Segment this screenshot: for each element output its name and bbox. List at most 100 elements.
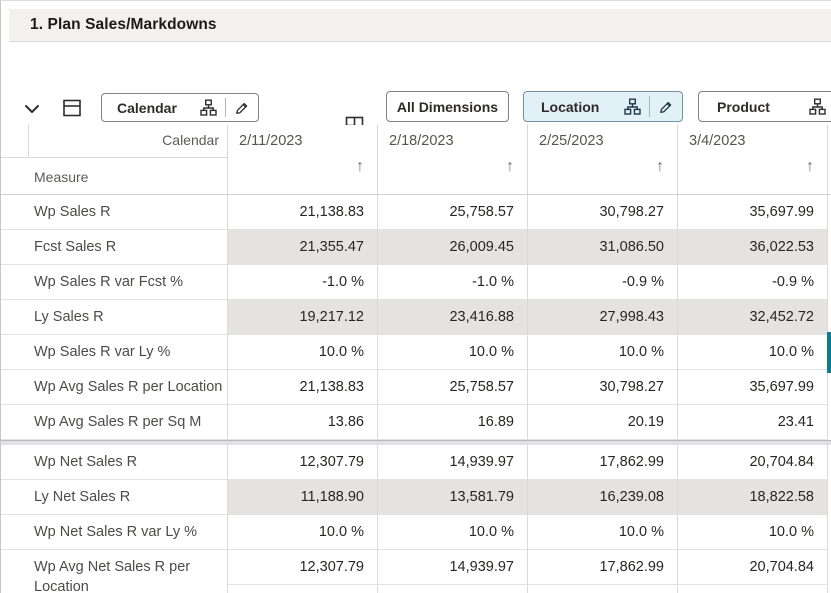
grid-cell[interactable]: [528, 585, 678, 593]
all-dimensions-label: All Dimensions: [396, 98, 499, 115]
pivot-toolbar: Calendar Measure (1. Retail) ▾: [1, 43, 831, 161]
grid-cell[interactable]: 23.41: [678, 405, 828, 440]
grid-cell[interactable]: [378, 585, 528, 593]
grid-cell[interactable]: 10.0 %: [228, 335, 378, 370]
grid-cell[interactable]: 16.89: [378, 405, 528, 440]
calendar-axis-label: Calendar: [117, 99, 177, 116]
row-axis-icon[interactable]: [61, 97, 83, 119]
grid-cell[interactable]: 12,307.79: [228, 550, 378, 585]
table-row: Wp Sales R 21,138.83 25,758.57 30,798.27…: [1, 195, 831, 230]
grid-cell[interactable]: 14,939.97: [378, 445, 528, 480]
grid-cell[interactable]: 25,758.57: [378, 195, 528, 230]
grid-cell[interactable]: 25,758.57: [378, 370, 528, 405]
grid-cell[interactable]: 13,581.79: [378, 480, 528, 515]
grid-cell[interactable]: 10.0 %: [378, 515, 528, 550]
table-row: Ly Net Sales R 11,188.90 13,581.79 16,23…: [1, 480, 831, 515]
grid-cell[interactable]: -1.0 %: [228, 265, 378, 300]
grid-cell[interactable]: 35,697.99: [678, 370, 828, 405]
row-header[interactable]: Fcst Sales R: [1, 230, 228, 265]
grid-cell[interactable]: 13.86: [228, 405, 378, 440]
location-dimension-button[interactable]: Location: [523, 91, 683, 122]
grid-cell[interactable]: 10.0 %: [528, 335, 678, 370]
row-header[interactable]: Wp Avg Sales R per Sq M: [1, 405, 228, 440]
grid-cell[interactable]: 19,217.12: [228, 300, 378, 335]
table-row: Wp Avg Sales R per Location 21,138.83 25…: [1, 370, 831, 405]
column-header-label: 2/18/2023: [389, 133, 454, 149]
row-header[interactable]: Ly Sales R: [1, 300, 228, 335]
row-header[interactable]: Wp Sales R var Fcst %: [1, 265, 228, 300]
grid-cell[interactable]: 12,307.79: [228, 445, 378, 480]
grid-cell[interactable]: 16,239.08: [528, 480, 678, 515]
grid-cell[interactable]: 10.0 %: [378, 335, 528, 370]
worksheet-titlebar: 1. Plan Sales/Markdowns: [9, 9, 831, 42]
row-axis-title: Measure: [34, 169, 89, 185]
grid-cell[interactable]: 36,022.53: [678, 230, 828, 265]
grid-cell[interactable]: [678, 585, 828, 593]
column-header-week2[interactable]: 2/18/2023 ↑: [378, 125, 528, 194]
column-header-week4[interactable]: 3/4/2023 ↑: [678, 125, 828, 194]
grid-cell[interactable]: 32,452.72: [678, 300, 828, 335]
grid-cell[interactable]: 30,798.27: [528, 195, 678, 230]
collapse-chevron-down-icon[interactable]: [21, 99, 43, 119]
grid-cell[interactable]: 21,138.83: [228, 195, 378, 230]
row-header[interactable]: Wp Sales R: [1, 195, 228, 230]
row-selector-gutter[interactable]: [1, 125, 29, 157]
grid-cell[interactable]: -0.9 %: [678, 265, 828, 300]
grid-cell[interactable]: 26,009.45: [378, 230, 528, 265]
calendar-axis-button[interactable]: Calendar: [101, 93, 259, 122]
row-header[interactable]: Wp Avg Sales R per Location: [1, 370, 228, 405]
grid-cell[interactable]: 20.19: [528, 405, 678, 440]
grid-cell[interactable]: 20,704.84: [678, 445, 828, 480]
table-row: Wp Sales R var Fcst % -1.0 % -1.0 % -0.9…: [1, 265, 831, 300]
table-row: Wp Net Sales R var Ly % 10.0 % 10.0 % 10…: [1, 515, 831, 550]
table-row: Fcst Sales R 21,355.47 26,009.45 31,086.…: [1, 230, 831, 265]
column-header-label: 2/11/2023: [239, 133, 303, 149]
column-header-label: 2/25/2023: [539, 133, 604, 149]
column-header-week1[interactable]: 2/11/2023 ↑: [228, 125, 378, 194]
row-header[interactable]: Wp Net Sales R var Ly %: [1, 515, 228, 550]
table-row: Wp Avg Sales R per Sq M 13.86 16.89 20.1…: [1, 405, 831, 440]
grid-cell[interactable]: 18,822.58: [678, 480, 828, 515]
grid-cell[interactable]: 10.0 %: [678, 515, 828, 550]
row-header[interactable]: Wp Avg Net Sales R per Location: [1, 550, 228, 593]
row-header[interactable]: Ly Net Sales R: [1, 480, 228, 515]
grid-cell[interactable]: 27,998.43: [528, 300, 678, 335]
sort-ascending-icon[interactable]: ↑: [806, 158, 814, 175]
edit-pencil-icon[interactable]: [658, 99, 674, 115]
grid-cell[interactable]: 11,188.90: [228, 480, 378, 515]
sort-ascending-icon[interactable]: ↑: [656, 158, 664, 175]
edit-pencil-icon[interactable]: [234, 100, 250, 116]
grid-cell[interactable]: -1.0 %: [378, 265, 528, 300]
all-dimensions-button[interactable]: All Dimensions: [386, 91, 509, 122]
grid-cell[interactable]: 21,355.47: [228, 230, 378, 265]
grid-cell[interactable]: 10.0 %: [678, 335, 828, 370]
grid-cell[interactable]: 21,138.83: [228, 370, 378, 405]
grid-cell[interactable]: [228, 585, 378, 593]
hierarchy-icon[interactable]: [200, 99, 217, 116]
grid-cell[interactable]: 10.0 %: [528, 515, 678, 550]
grid-cell[interactable]: 14,939.97: [378, 550, 528, 585]
hierarchy-icon[interactable]: [624, 98, 641, 115]
grid-cell[interactable]: 20,704.84: [678, 550, 828, 585]
product-dimension-label: Product: [717, 98, 770, 115]
grid-cell[interactable]: 17,862.99: [528, 550, 678, 585]
page-title: 1. Plan Sales/Markdowns: [30, 16, 217, 33]
row-header[interactable]: Wp Net Sales R: [1, 445, 228, 480]
grid-cell[interactable]: 35,697.99: [678, 195, 828, 230]
pivot-grid: Calendar Measure 2/11/2023 ↑ 2/18/2023 ↑…: [1, 125, 831, 593]
column-header-label: 3/4/2023: [689, 133, 746, 149]
grid-cell[interactable]: 10.0 %: [228, 515, 378, 550]
grid-cell[interactable]: 30,798.27: [528, 370, 678, 405]
sort-ascending-icon[interactable]: ↑: [506, 158, 514, 175]
grid-cell[interactable]: 31,086.50: [528, 230, 678, 265]
grid-cell[interactable]: 23,416.88: [378, 300, 528, 335]
product-dimension-button[interactable]: Product: [698, 91, 831, 122]
measure-group-separator: [1, 440, 831, 445]
row-header[interactable]: Wp Sales R var Ly %: [1, 335, 228, 370]
column-axis-title: Calendar: [162, 132, 219, 148]
grid-cell[interactable]: 17,862.99: [528, 445, 678, 480]
column-header-week3[interactable]: 2/25/2023 ↑: [528, 125, 678, 194]
grid-cell[interactable]: -0.9 %: [528, 265, 678, 300]
hierarchy-icon[interactable]: [809, 98, 826, 115]
sort-ascending-icon[interactable]: ↑: [356, 158, 364, 175]
